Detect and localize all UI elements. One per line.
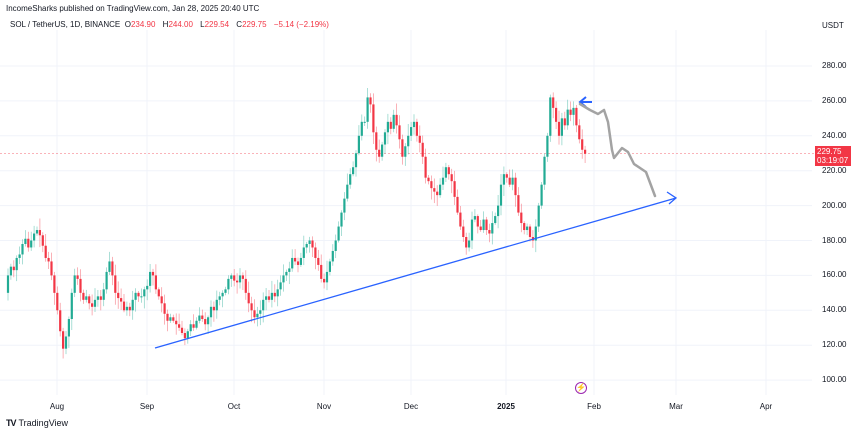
- time-tick-label: Mar: [669, 402, 683, 411]
- price-tick-label: 240.00: [822, 130, 847, 140]
- time-tick-label: Dec: [403, 402, 419, 411]
- symbol-name[interactable]: SOL / TetherUS, 1D, BINANCE: [10, 20, 121, 29]
- tradingview-brand[interactable]: TV TradingView: [6, 418, 68, 428]
- currency-label: USDT: [822, 21, 844, 30]
- last-price: 229.75: [817, 147, 842, 156]
- time-tick-label: Feb: [587, 402, 601, 411]
- lightning-bolt-icon[interactable]: ⚡: [575, 382, 587, 394]
- price-tick-label: 220.00: [822, 165, 847, 175]
- bar-countdown: 03:19:07: [817, 156, 849, 165]
- price-tick-label: 200.00: [822, 200, 847, 210]
- price-tick-label: 280.00: [822, 61, 847, 70]
- high-label: H: [162, 20, 169, 29]
- price-tick-label: 180.00: [822, 235, 847, 245]
- tradingview-logo-icon: TV: [6, 418, 16, 428]
- close-value: 229.75: [242, 20, 267, 29]
- publish-info: IncomeSharks published on TradingView.co…: [6, 4, 260, 13]
- price-tick-label: 260.00: [822, 95, 847, 105]
- change-value: −5.14 (−2.19%): [273, 20, 329, 29]
- time-tick-label: Aug: [49, 402, 65, 411]
- open-value: 234.90: [130, 20, 156, 29]
- close-label: C: [236, 20, 243, 29]
- price-tick-label: 120.00: [822, 340, 847, 350]
- low-value: 229.54: [204, 20, 230, 29]
- price-tick-label: 140.00: [822, 305, 847, 315]
- symbol-legend: SOL / TetherUS, 1D, BINANCE O234.90 H244…: [10, 20, 329, 29]
- price-tick-label: 160.00: [822, 270, 847, 280]
- brand-name: TradingView: [18, 418, 69, 428]
- open-label: O: [124, 20, 131, 29]
- time-tick-label: Oct: [227, 402, 241, 411]
- time-tick-label: Sep: [139, 402, 155, 411]
- time-tick-label: Nov: [316, 402, 332, 411]
- high-value: 244.00: [168, 20, 193, 29]
- low-label: L: [200, 20, 205, 29]
- price-tick-label: 100.00: [822, 375, 847, 385]
- time-tick-label: 2025: [497, 402, 515, 411]
- time-tick-label: Apr: [759, 402, 773, 411]
- last-price-tag: 229.75 03:19:07: [815, 146, 851, 166]
